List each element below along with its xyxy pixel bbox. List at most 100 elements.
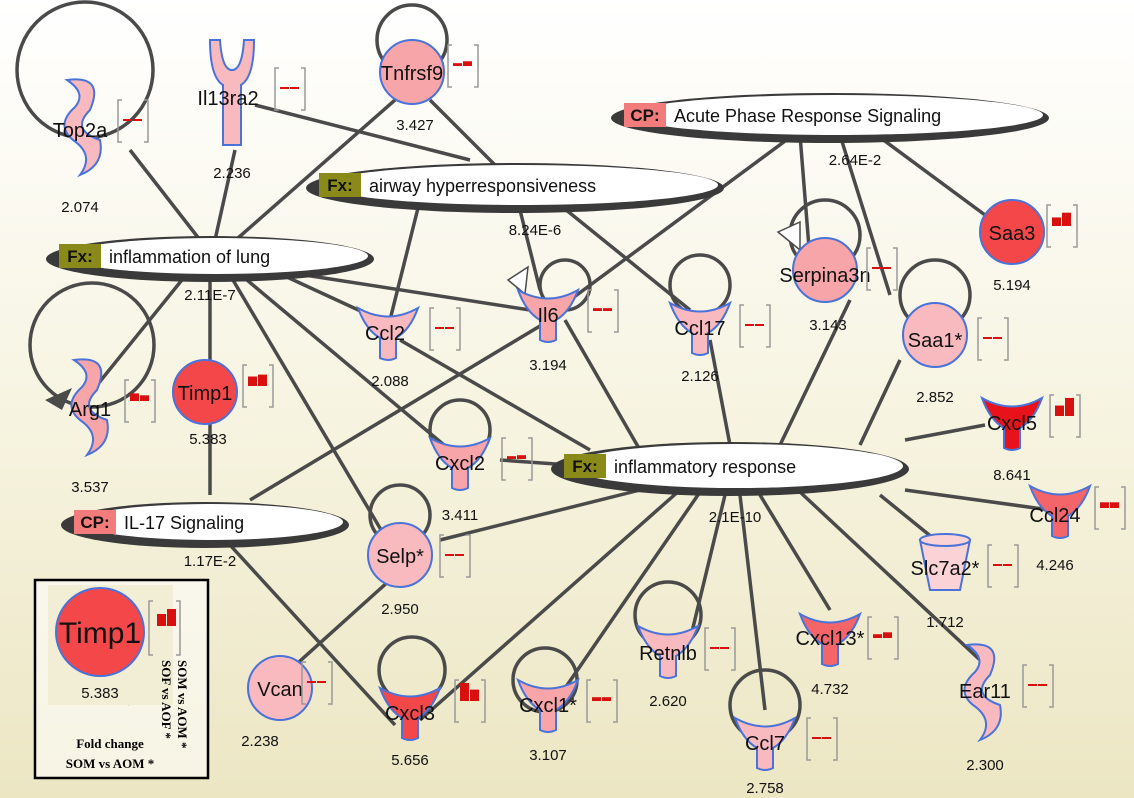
gene-value: 3.411 — [442, 507, 478, 524]
gene-ear11: Ear11 2.300 — [959, 643, 1054, 774]
gene-value: 8.641 — [993, 467, 1031, 484]
pathway-tag-bg — [74, 510, 116, 534]
fold-change-bar-1 — [593, 308, 602, 311]
fold-change-bar-1 — [280, 87, 289, 89]
cytokine-icon — [636, 623, 700, 679]
pathway-pvalue: 2.1E-10 — [709, 509, 762, 526]
gene-label: Cxcl13* — [796, 628, 865, 650]
fold-change-bars — [704, 627, 736, 671]
gene-label: Timp1 — [178, 383, 233, 405]
fold-change-bar-1 — [1052, 217, 1061, 226]
gene-label: Serpina3n — [779, 265, 870, 287]
gene-value: 3.194 — [529, 357, 567, 374]
gene-top2a: Top2a 2.074 — [53, 78, 149, 216]
pathway-label: inflammation of lung — [109, 247, 270, 267]
edge — [428, 98, 502, 172]
edge — [439, 483, 661, 542]
fold-change-bars — [1046, 204, 1078, 248]
fold-change-bars — [242, 364, 274, 408]
gene-label: Saa3 — [989, 223, 1036, 245]
gene-ccl7: Ccl7 2.758 — [733, 715, 838, 797]
edge — [738, 494, 767, 711]
legend-rotated-2: SOM vs AOM * — [175, 660, 190, 748]
fold-change-bar-1 — [123, 119, 132, 121]
cytokine-icon — [356, 305, 420, 361]
edge — [228, 274, 392, 546]
edge — [548, 491, 702, 711]
pathway-pvalue: 8.24E-6 — [509, 222, 562, 239]
edge — [688, 494, 727, 641]
legend-caption-2: SOM vs AOM * — [66, 756, 154, 771]
fold-change-bar-1 — [812, 737, 821, 739]
edge — [568, 128, 802, 302]
fold-change-bars — [1094, 486, 1126, 530]
edge — [838, 134, 892, 296]
fold-change-bar-1 — [1100, 502, 1109, 508]
legend-value: 5.383 — [81, 685, 119, 702]
fold-change-bars — [454, 679, 486, 723]
edge — [254, 103, 471, 162]
legend-rotated-1: SOF vs AOF * — [159, 660, 174, 739]
edge — [798, 490, 982, 662]
cytokine-icon — [516, 287, 580, 343]
gene-label: Il13ra2 — [197, 88, 258, 110]
fold-change-bar-1 — [993, 564, 1002, 566]
gene-value: 1.712 — [926, 614, 964, 631]
fold-change-bar-2 — [1038, 684, 1047, 686]
circle-icon — [379, 39, 445, 105]
gene-ccl24: Ccl24 4.246 — [1028, 483, 1126, 574]
fold-change-bar-2 — [258, 374, 267, 386]
fold-change-bar-1 — [307, 681, 316, 683]
gene-value: 3.143 — [809, 317, 847, 334]
gene-label: Ccl17 — [674, 318, 725, 340]
enzyme-icon — [963, 643, 1002, 743]
circle-icon — [902, 302, 968, 368]
edge — [858, 359, 902, 446]
pathway-tag-bg — [59, 244, 101, 268]
fold-change-bar-2 — [1003, 564, 1012, 566]
fold-change-bar-2 — [822, 737, 831, 739]
fold-change-bar-2 — [463, 61, 472, 66]
cytokine-icon — [378, 685, 442, 741]
gene-selp: Selp* 2.950 — [367, 522, 471, 618]
fold-change-bar-1 — [460, 682, 469, 701]
edge — [228, 543, 397, 727]
cytokine-icon — [980, 395, 1044, 451]
gene-value: 5.194 — [993, 277, 1031, 294]
arrowhead-il6 — [506, 265, 529, 296]
receptor-icon — [208, 39, 256, 146]
edge — [708, 339, 732, 446]
pathway-infl: Fx: inflammatory response 2.1E-10 — [551, 442, 909, 526]
fold-change-bar-2 — [993, 337, 1002, 339]
edge — [288, 578, 392, 672]
gene-retnlb: Retnlb 2.620 — [636, 623, 736, 710]
fold-change-bars — [1022, 664, 1054, 708]
gene-value: 2.758 — [746, 780, 784, 797]
circle-icon — [172, 359, 238, 425]
fold-change-bar-1 — [1028, 684, 1037, 686]
fold-change-bar-1 — [453, 63, 462, 66]
gene-label: Cxcl3 — [385, 703, 435, 725]
fold-change-bar-2 — [883, 632, 892, 638]
fold-change-bar-1 — [130, 393, 139, 401]
fold-change-bars — [439, 534, 471, 578]
pathway-airway: Fx: airway hyperresponsiveness 8.24E-6 — [306, 163, 724, 239]
fold-change-bar-2 — [445, 327, 454, 329]
cytokine-icon — [428, 435, 492, 491]
pathway-ellipse — [79, 504, 343, 540]
fold-change-bars — [866, 247, 898, 291]
fold-change-bar-1 — [872, 267, 881, 269]
gene-value: 2.300 — [966, 757, 1004, 774]
fold-change-bars — [587, 289, 619, 333]
gene-vcan: Vcan 2.238 — [241, 655, 333, 750]
pathway-tag: CP: — [630, 106, 659, 125]
fold-change-bars — [739, 304, 771, 348]
edge — [904, 488, 1051, 512]
pathway-acute: CP: Acute Phase Response Signaling 2.64E-2 — [611, 93, 1049, 169]
fold-change-bars — [977, 317, 1009, 361]
gene-label: Cxcl1* — [519, 695, 577, 717]
pathway-tag-bg — [564, 454, 606, 478]
gene-value: 3.427 — [396, 117, 434, 134]
circle-icon — [792, 237, 858, 303]
edge — [128, 148, 202, 242]
